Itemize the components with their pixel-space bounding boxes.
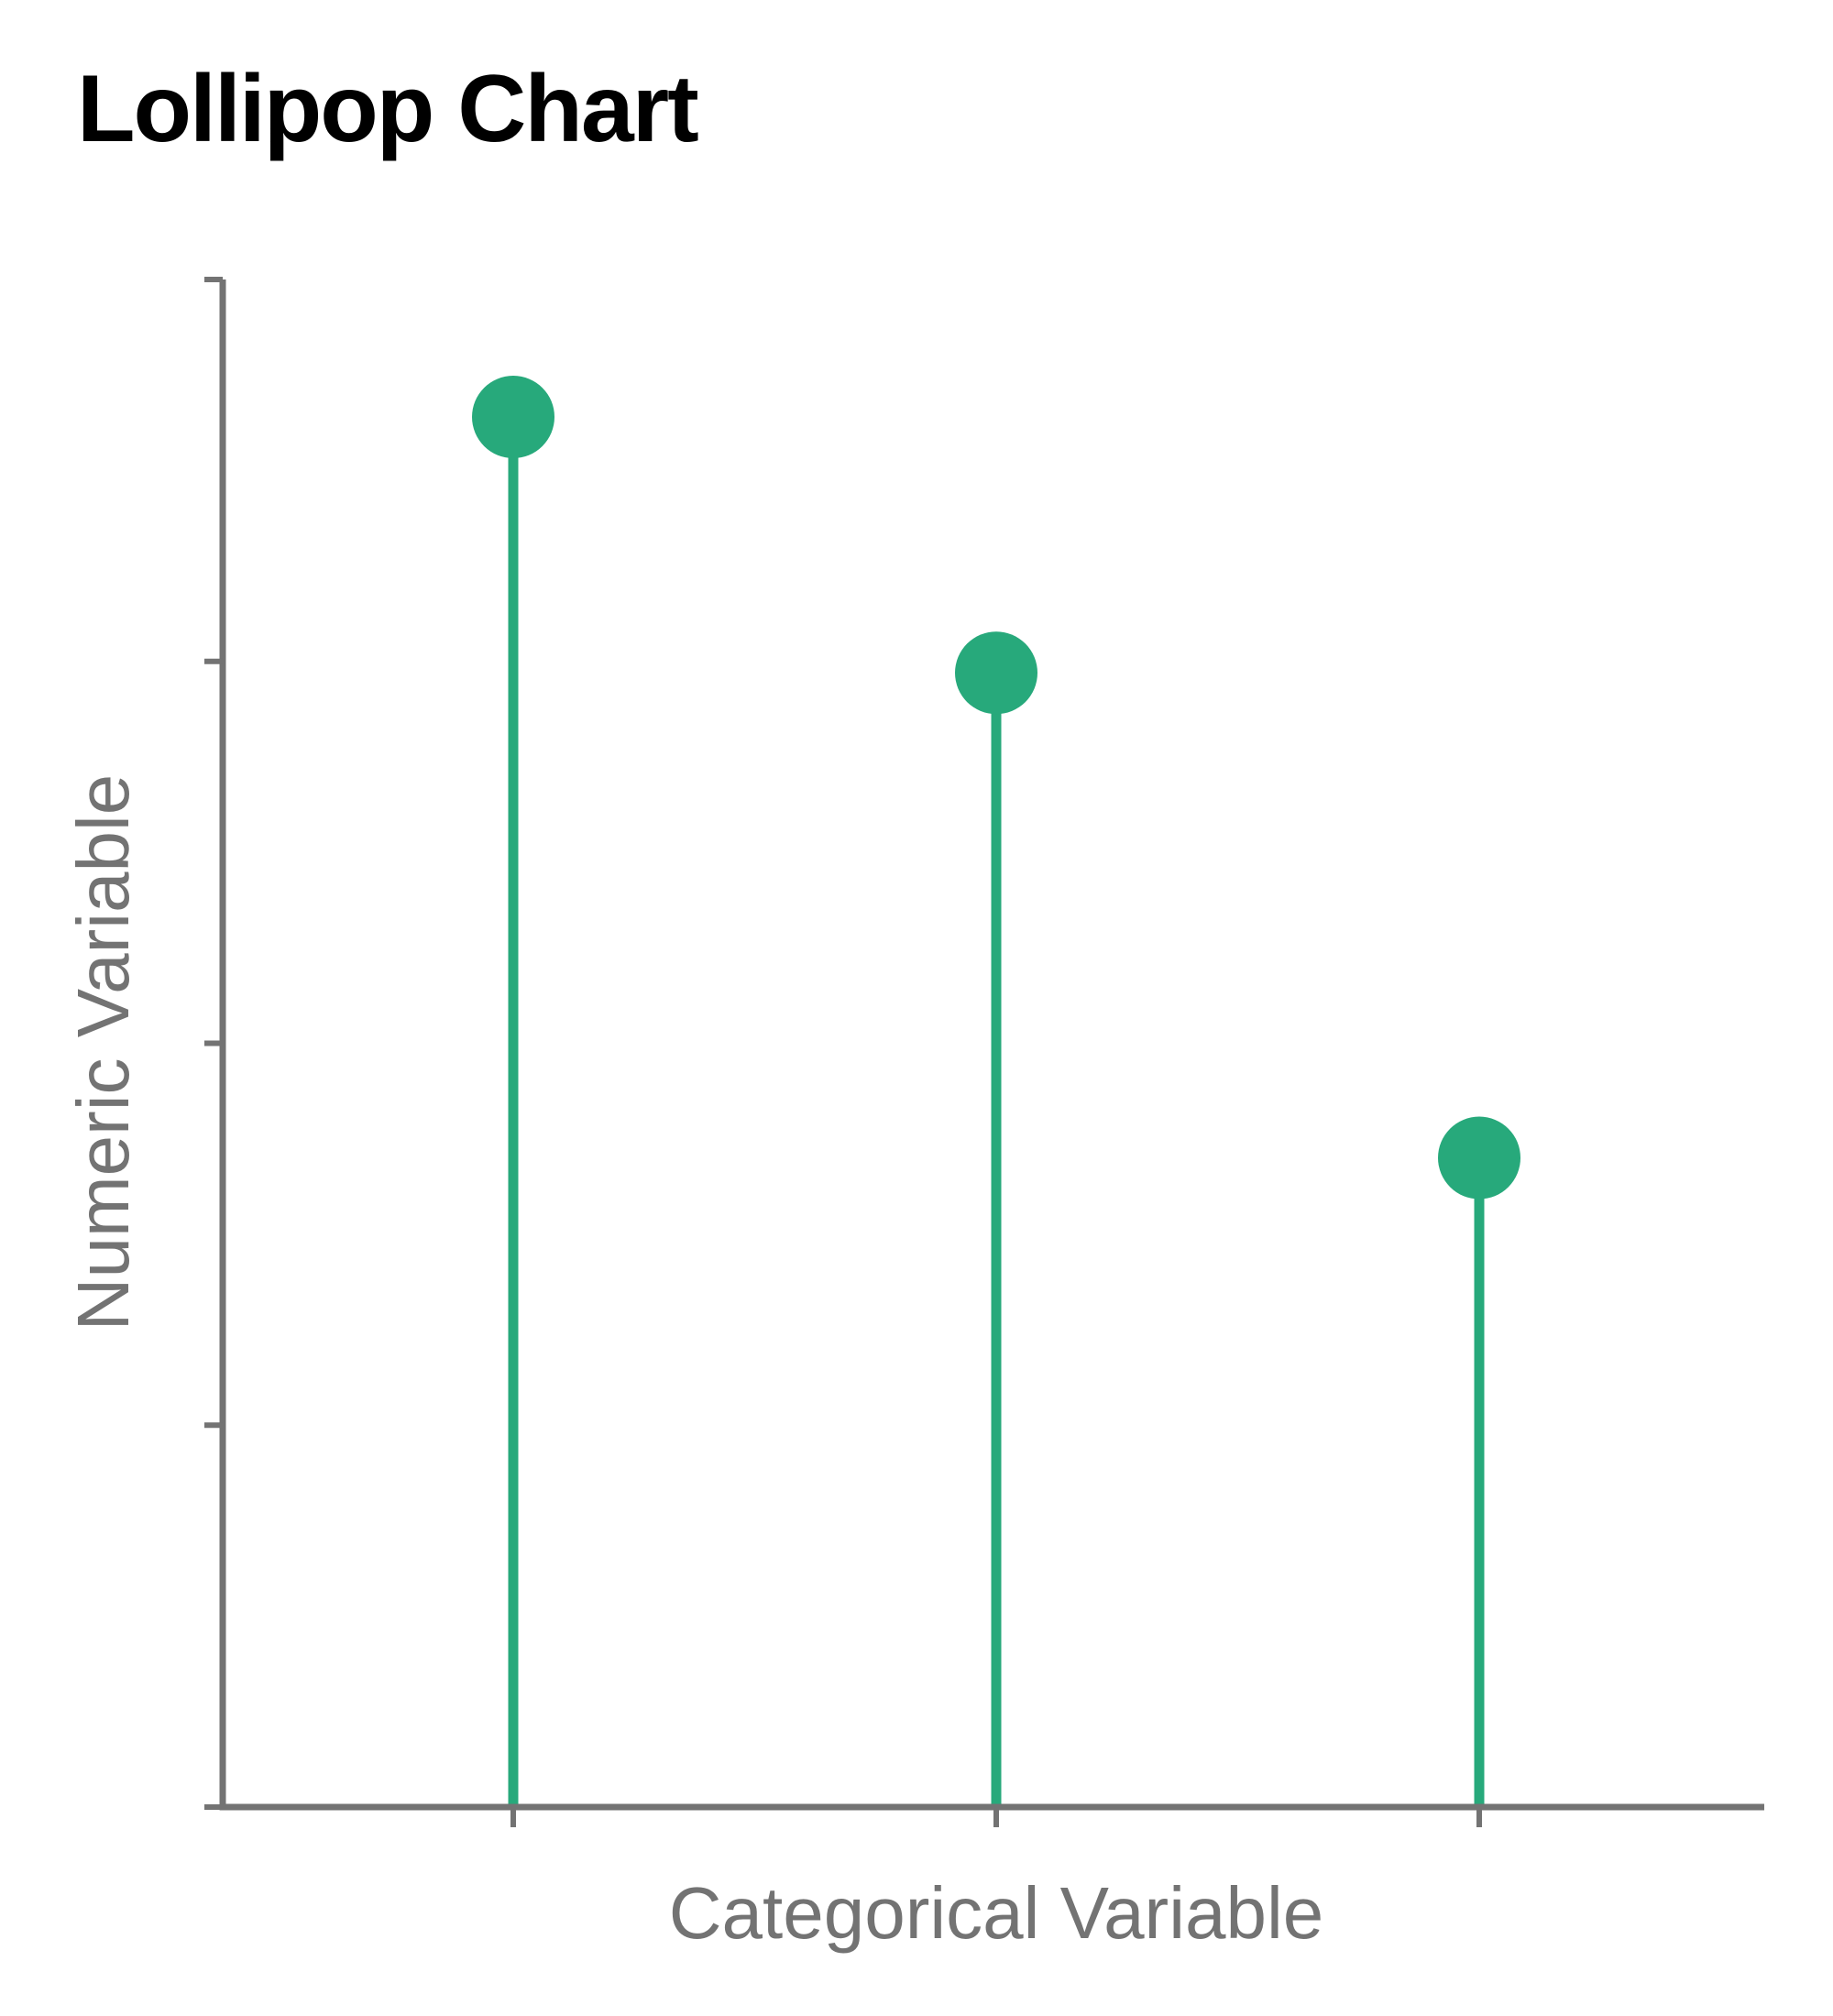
lollipop-dot-2 [1438, 1116, 1520, 1200]
axis-ticks [204, 277, 1482, 1827]
x-axis-label: Categorical Variable [669, 1872, 1323, 1954]
lollipop-dot-1 [955, 631, 1037, 715]
chart-title: Lollipop Chart [77, 56, 699, 162]
lollipop-dot-0 [472, 376, 554, 459]
chart-marks [472, 376, 1520, 1807]
y-axis-label: Numeric Variable [62, 774, 144, 1331]
